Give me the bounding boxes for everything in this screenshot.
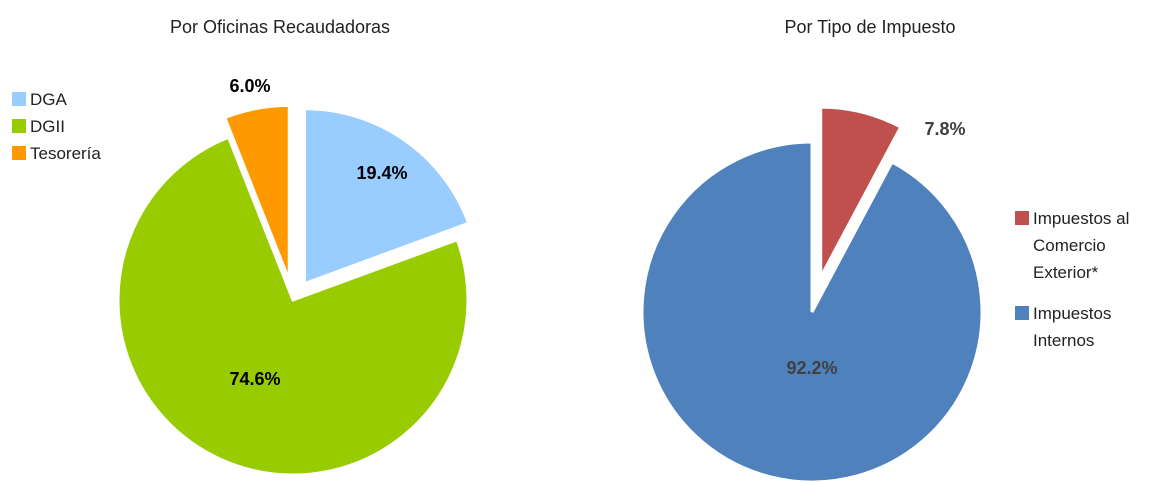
pie-slice bbox=[222, 103, 291, 281]
legend: Impuestos al Comercio Exterior* Impuestos… bbox=[1015, 205, 1145, 368]
legend: DGA DGII Tesorería bbox=[12, 86, 172, 167]
pie-slice bbox=[819, 105, 903, 278]
legend-item: Tesorería bbox=[12, 140, 172, 167]
legend-item: Impuestos al Comercio Exterior* bbox=[1015, 205, 1145, 286]
legend-item: Impuestos Internos bbox=[1015, 300, 1145, 354]
legend-label: Impuestos al Comercio Exterior* bbox=[1033, 209, 1130, 282]
legend-swatch bbox=[12, 92, 26, 106]
legend-label: DGA bbox=[30, 90, 67, 109]
legend-swatch bbox=[12, 119, 26, 133]
pie-slice bbox=[640, 140, 984, 483]
pie-slice bbox=[302, 107, 471, 286]
legend-label: Impuestos Internos bbox=[1033, 304, 1112, 350]
legend-item: DGA bbox=[12, 86, 172, 113]
legend-swatch bbox=[1015, 211, 1029, 225]
data-label: 7.8% bbox=[924, 119, 965, 139]
data-label: 74.6% bbox=[229, 369, 280, 389]
chart-title: Por Tipo de Impuesto bbox=[784, 17, 955, 37]
legend-label: Tesorería bbox=[30, 144, 101, 163]
pie-slice bbox=[116, 135, 470, 477]
data-label: 92.2% bbox=[786, 358, 837, 378]
data-label: 6.0% bbox=[229, 76, 270, 96]
legend-label: DGII bbox=[30, 117, 65, 136]
chart-title: Por Oficinas Recaudadoras bbox=[170, 17, 390, 37]
legend-swatch bbox=[1015, 306, 1029, 320]
data-label: 19.4% bbox=[356, 163, 407, 183]
legend-swatch bbox=[12, 146, 26, 160]
legend-item: DGII bbox=[12, 113, 172, 140]
